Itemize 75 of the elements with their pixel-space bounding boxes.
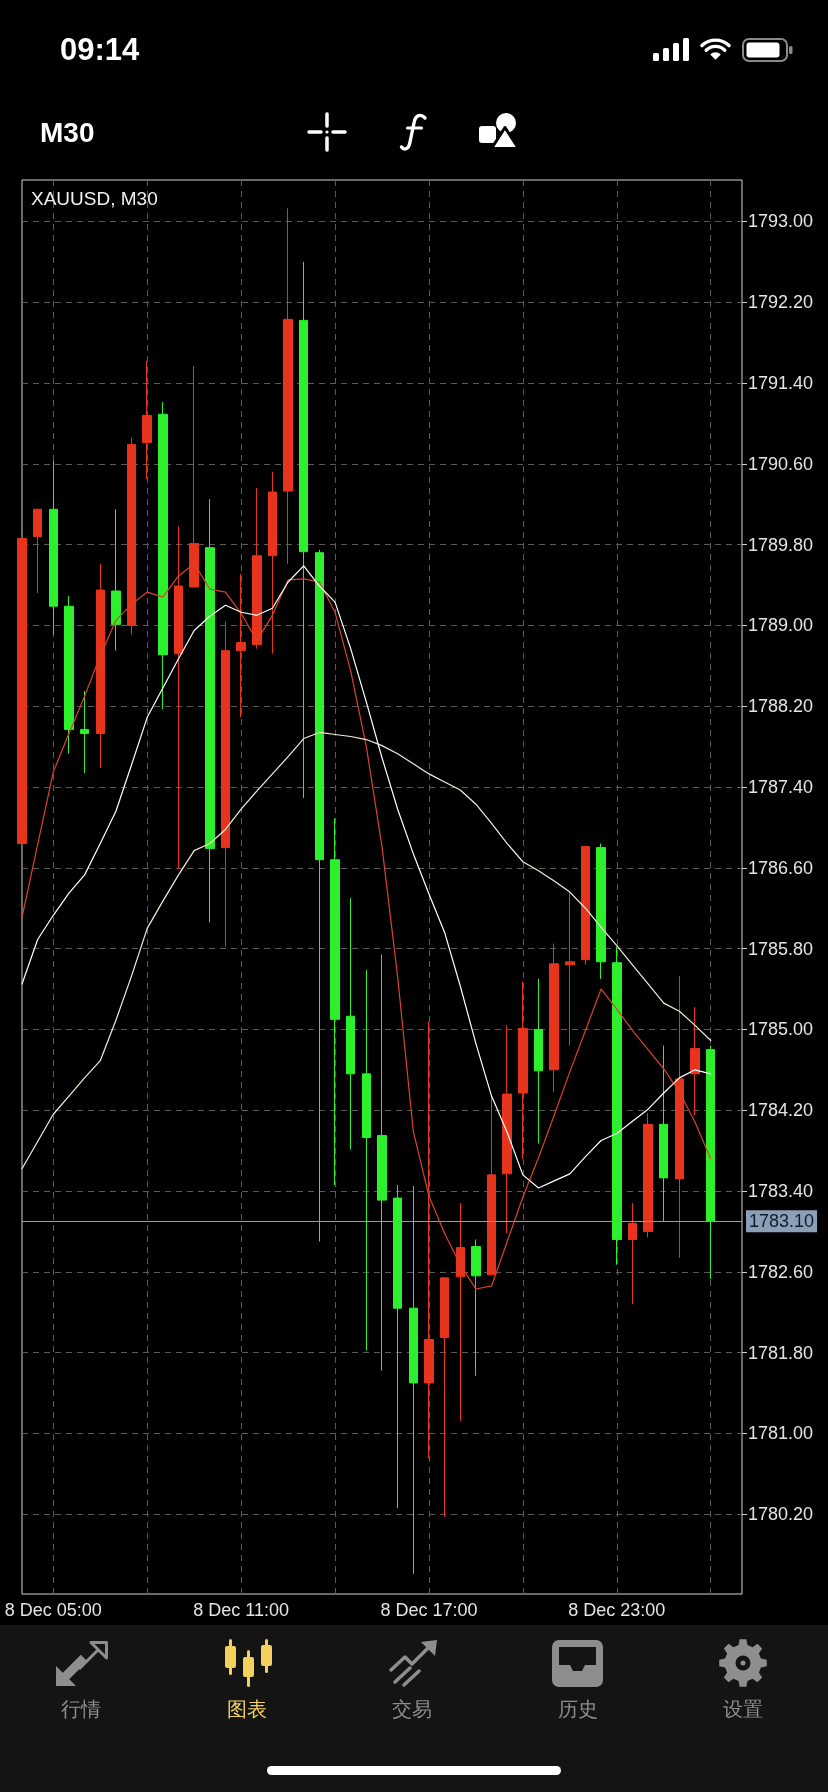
y-tick-label: 1791.40 xyxy=(748,373,814,394)
candlestick xyxy=(612,946,622,1266)
candlestick xyxy=(643,1112,653,1238)
y-tick-label: 1786.60 xyxy=(748,857,814,878)
y-tick-label: 1782.60 xyxy=(748,1261,814,1282)
candlestick xyxy=(158,401,168,710)
text: 09:14 xyxy=(60,32,140,68)
x-tick-label: 8 Dec 05:00 xyxy=(4,1600,102,1620)
candlestick xyxy=(628,1202,637,1305)
candlestick xyxy=(189,365,199,588)
candlestick xyxy=(142,360,152,480)
candlestick xyxy=(377,954,387,1372)
candlestick xyxy=(330,817,340,1186)
y-tick-label: 1783.40 xyxy=(748,1181,814,1202)
ref-line-label: 1783.10 xyxy=(749,1211,815,1232)
candlestick xyxy=(362,969,371,1352)
y-tick-label: 1792.20 xyxy=(748,292,814,313)
candlestick xyxy=(690,1006,700,1116)
candlestick xyxy=(471,1238,481,1377)
y-tick-label: 1790.60 xyxy=(748,453,814,474)
candlestick xyxy=(581,846,590,966)
y-tick-label: 1789.00 xyxy=(748,615,814,636)
candlestick xyxy=(205,498,215,923)
text: 设置 xyxy=(722,1696,764,1722)
chart-title: XAUUSD, M30 xyxy=(31,188,158,209)
y-tick-label: 1788.20 xyxy=(748,696,814,717)
x-tick-label: 8 Dec 17:00 xyxy=(380,1600,478,1620)
candlestick xyxy=(456,1202,465,1422)
candlestick xyxy=(675,975,684,1259)
candlestick xyxy=(393,1184,402,1509)
candlestick xyxy=(221,620,230,948)
candlestick xyxy=(549,943,559,1093)
candlestick xyxy=(659,1045,668,1222)
y-tick-label: 1787.40 xyxy=(748,777,814,798)
y-tick-label: 1785.00 xyxy=(748,1019,814,1040)
candlestick xyxy=(268,471,277,655)
candlestick xyxy=(315,549,324,1243)
candlestick xyxy=(174,525,183,870)
y-tick-label: 1780.20 xyxy=(748,1504,814,1525)
candlestick xyxy=(80,690,89,774)
candlestick xyxy=(565,891,575,1047)
candlestick xyxy=(127,437,136,635)
candlestick xyxy=(64,595,74,755)
candlestick xyxy=(440,1277,449,1518)
candlestick xyxy=(346,897,355,1151)
candlestick xyxy=(33,508,42,594)
candlestick xyxy=(111,508,121,652)
candlestick xyxy=(706,1045,715,1280)
text: 历史 xyxy=(556,1696,599,1722)
text: 交易 xyxy=(391,1696,433,1722)
candlestick xyxy=(283,207,293,565)
candlestick xyxy=(518,981,528,1160)
y-tick-label: 1781.00 xyxy=(748,1423,814,1444)
y-tick-label: 1789.80 xyxy=(748,534,814,555)
y-tick-label: 1781.80 xyxy=(748,1342,814,1363)
candlestick xyxy=(252,487,262,650)
y-tick-label: 1793.00 xyxy=(748,211,814,232)
x-tick-label: 8 Dec 11:00 xyxy=(193,1600,289,1620)
x-tick-label: 8 Dec 23:00 xyxy=(568,1600,666,1620)
y-tick-label: 1785.80 xyxy=(748,938,814,959)
candlestick xyxy=(596,843,606,980)
candlestick xyxy=(96,563,105,769)
text: M30 xyxy=(40,116,95,150)
candlestick xyxy=(409,1185,418,1575)
line-series xyxy=(21,731,712,1170)
text: 图表 xyxy=(225,1696,268,1722)
y-tick-label: 1784.20 xyxy=(748,1100,814,1121)
candlestick xyxy=(424,1020,434,1460)
candlestick xyxy=(502,1024,512,1234)
candlestick xyxy=(299,261,308,799)
candlestick xyxy=(49,460,58,635)
text: 行情 xyxy=(60,1696,102,1722)
candlestick xyxy=(534,978,543,1145)
candlestick xyxy=(17,538,27,845)
candlestick xyxy=(236,573,246,718)
